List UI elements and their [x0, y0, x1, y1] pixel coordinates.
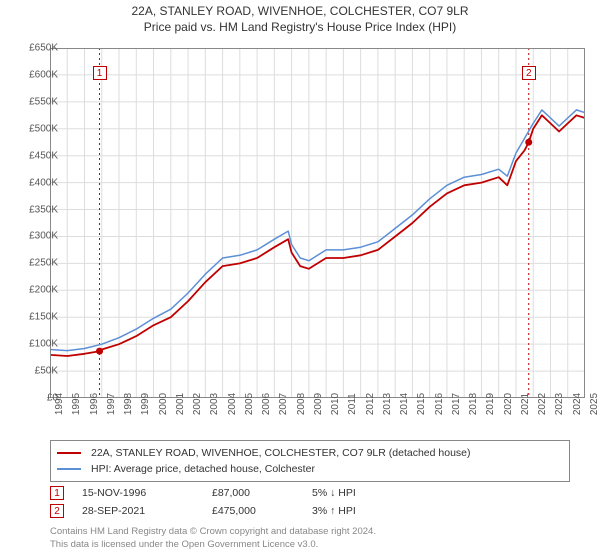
chart-title-1: 22A, STANLEY ROAD, WIVENHOE, COLCHESTER,…: [0, 4, 600, 18]
x-axis-tick: 1995: [71, 393, 82, 415]
transaction-pct: 5% ↓ HPI: [312, 487, 492, 499]
footnote-line-1: Contains HM Land Registry data © Crown c…: [50, 526, 376, 539]
chart-title-2: Price paid vs. HM Land Registry's House …: [0, 20, 600, 34]
x-axis-tick: 2011: [347, 393, 358, 415]
legend-item: HPI: Average price, detached house, Colc…: [57, 461, 563, 477]
transaction-pct: 3% ↑ HPI: [312, 505, 492, 517]
legend-item: 22A, STANLEY ROAD, WIVENHOE, COLCHESTER,…: [57, 445, 563, 461]
transaction-price: £475,000: [212, 505, 312, 517]
x-axis-tick: 2005: [244, 393, 255, 415]
y-axis-tick: £450K: [8, 150, 58, 161]
x-axis-tick: 2018: [468, 393, 479, 415]
chart-marker-2: 2: [522, 66, 536, 80]
x-axis-tick: 2024: [572, 393, 583, 415]
y-axis-tick: £550K: [8, 96, 58, 107]
transaction-marker: 1: [50, 486, 64, 500]
x-axis-tick: 2006: [261, 393, 272, 415]
transaction-table: 1 15-NOV-1996£87,0005% ↓ HPI 2 28-SEP-2021£…: [50, 484, 570, 520]
x-axis-tick: 2013: [382, 393, 393, 415]
x-axis-tick: 2022: [537, 393, 548, 415]
x-axis-tick: 2002: [192, 393, 203, 415]
transaction-row: 1 15-NOV-1996£87,0005% ↓ HPI: [50, 484, 570, 502]
x-axis-tick: 2009: [313, 393, 324, 415]
x-axis-tick: 1996: [89, 393, 100, 415]
chart-marker-1: 1: [93, 66, 107, 80]
legend-swatch: [57, 452, 81, 454]
y-axis-tick: £0: [8, 393, 58, 404]
x-axis-tick: 2017: [451, 393, 462, 415]
x-axis-tick: 2001: [175, 393, 186, 415]
x-axis-tick: 2010: [330, 393, 341, 415]
x-axis-tick: 2008: [296, 393, 307, 415]
transaction-row: 2 28-SEP-2021£475,0003% ↑ HPI: [50, 502, 570, 520]
y-axis-tick: £600K: [8, 69, 58, 80]
x-axis-tick: 1998: [123, 393, 134, 415]
legend-swatch: [57, 468, 81, 470]
transaction-marker: 2: [50, 504, 64, 518]
y-axis-tick: £200K: [8, 285, 58, 296]
x-axis-tick: 2012: [365, 393, 376, 415]
y-axis-tick: £50K: [8, 366, 58, 377]
y-axis-tick: £250K: [8, 258, 58, 269]
x-axis-tick: 1997: [106, 393, 117, 415]
chart-area: [50, 48, 585, 398]
x-axis-tick: 2000: [158, 393, 169, 415]
legend-label: HPI: Average price, detached house, Colc…: [91, 463, 315, 475]
x-axis-tick: 2014: [399, 393, 410, 415]
x-axis-tick: 1999: [140, 393, 151, 415]
y-axis-tick: £500K: [8, 123, 58, 134]
legend-label: 22A, STANLEY ROAD, WIVENHOE, COLCHESTER,…: [91, 447, 471, 459]
x-axis-tick: 2004: [227, 393, 238, 415]
x-axis-tick: 2021: [520, 393, 531, 415]
legend: 22A, STANLEY ROAD, WIVENHOE, COLCHESTER,…: [50, 440, 570, 482]
y-axis-tick: £100K: [8, 339, 58, 350]
x-axis-tick: 2015: [416, 393, 427, 415]
x-axis-tick: 2025: [589, 393, 600, 415]
x-axis-tick: 2020: [503, 393, 514, 415]
x-axis-tick: 2007: [278, 393, 289, 415]
transaction-price: £87,000: [212, 487, 312, 499]
transaction-date: 15-NOV-1996: [82, 487, 212, 499]
y-axis-tick: £650K: [8, 43, 58, 54]
footnote-line-2: This data is licensed under the Open Gov…: [50, 539, 376, 552]
footnote: Contains HM Land Registry data © Crown c…: [50, 526, 376, 552]
x-axis-tick: 1994: [54, 393, 65, 415]
x-axis-tick: 2016: [434, 393, 445, 415]
y-axis-tick: £400K: [8, 177, 58, 188]
x-axis-tick: 2003: [209, 393, 220, 415]
x-axis-tick: 2023: [554, 393, 565, 415]
x-axis-tick: 2019: [485, 393, 496, 415]
y-axis-tick: £300K: [8, 231, 58, 242]
transaction-date: 28-SEP-2021: [82, 505, 212, 517]
y-axis-tick: £150K: [8, 312, 58, 323]
y-axis-tick: £350K: [8, 204, 58, 215]
